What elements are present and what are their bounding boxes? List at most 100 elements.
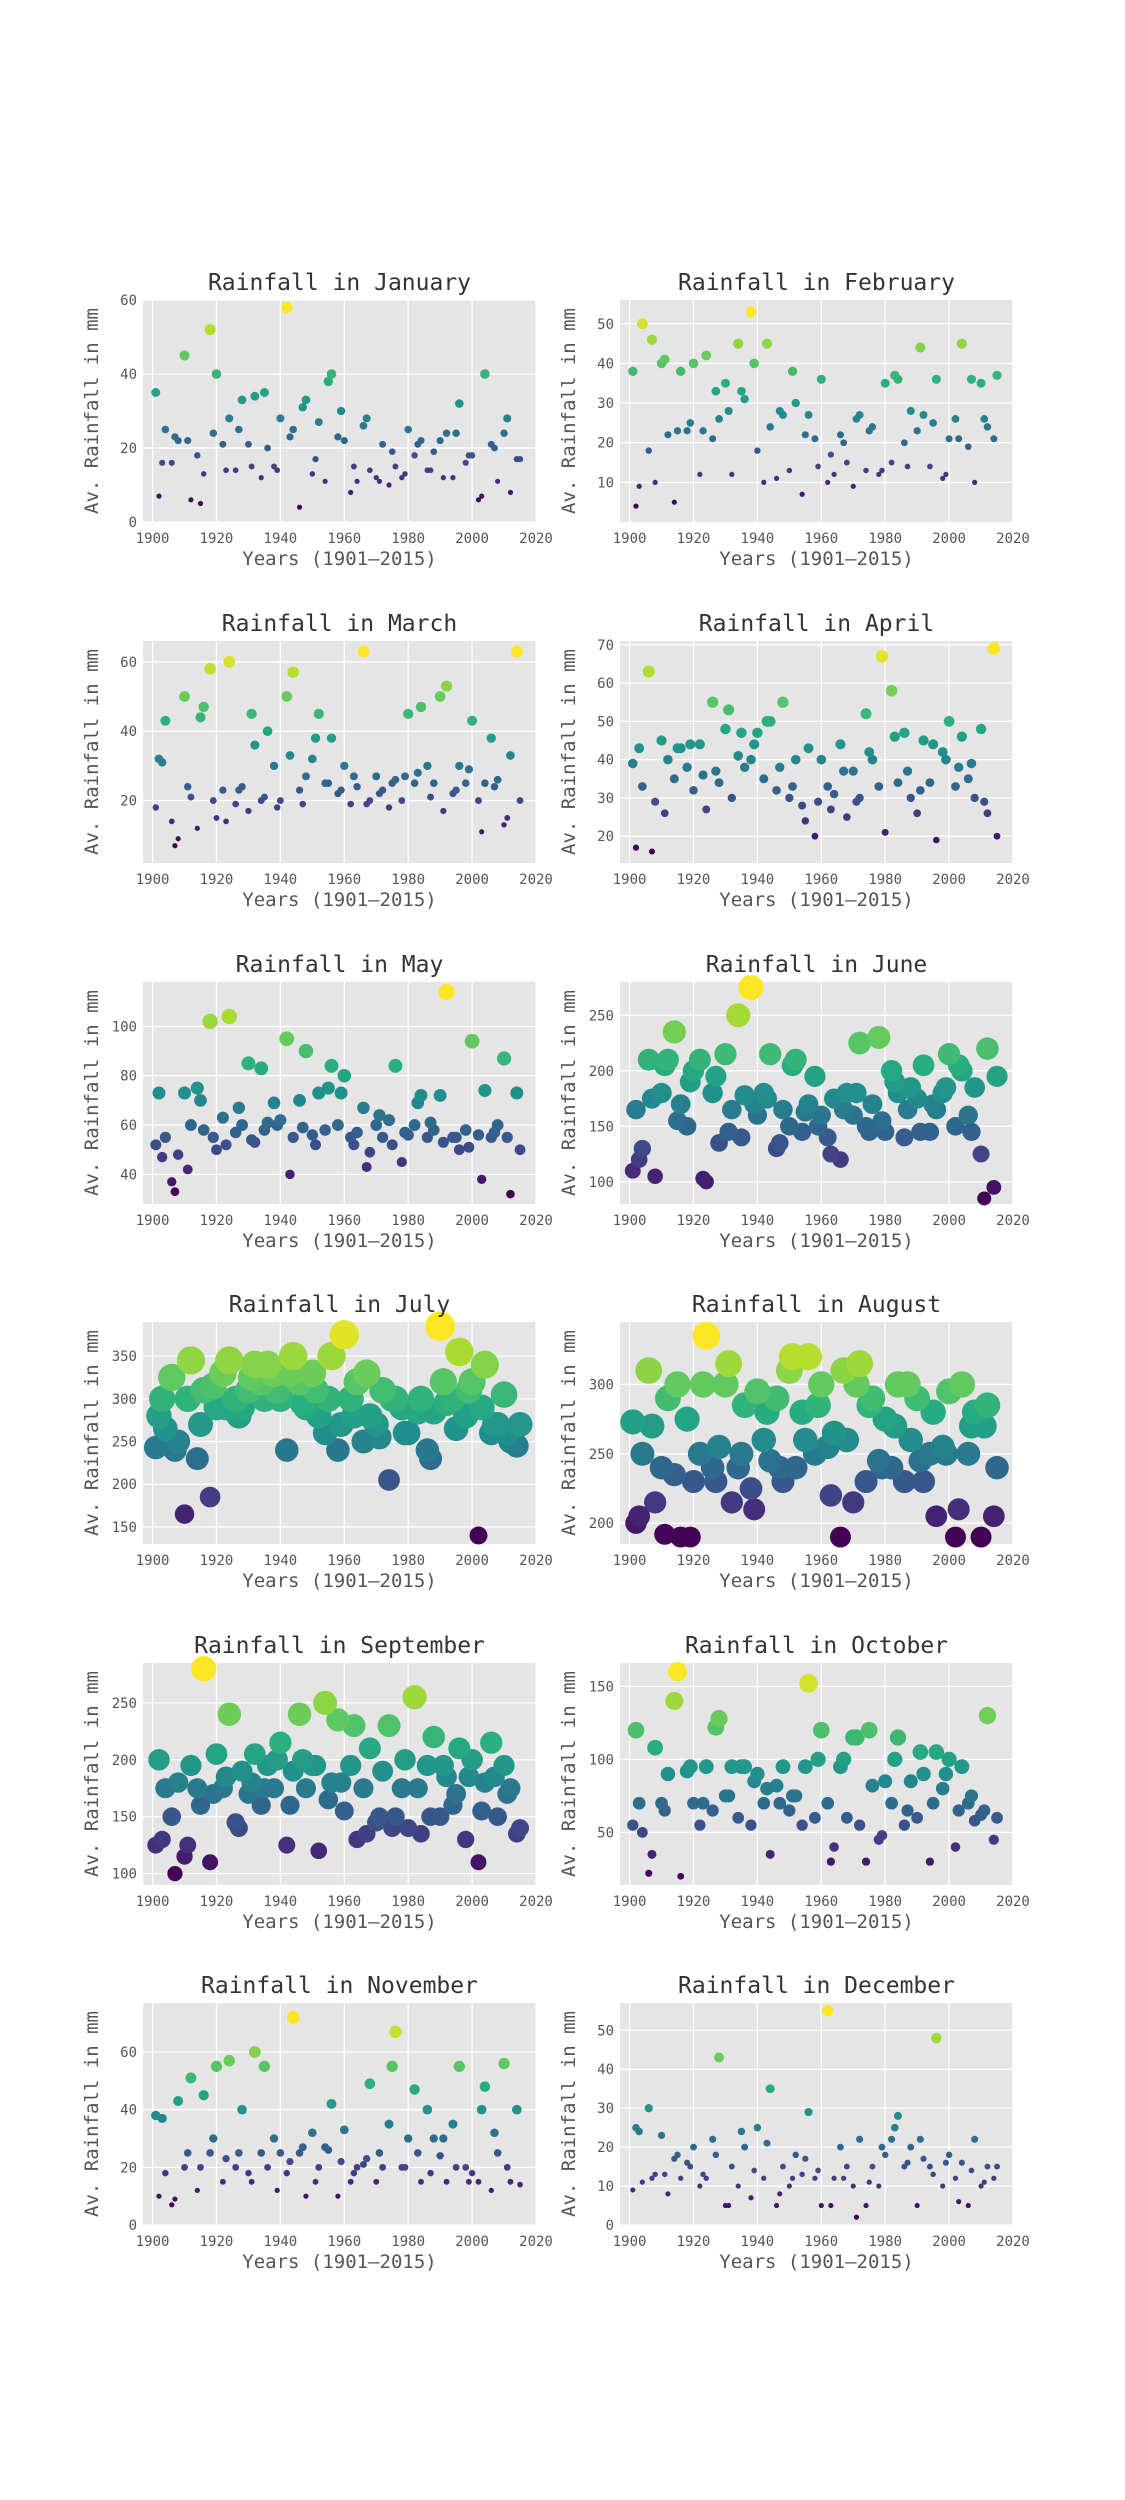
- y-tick-label: 100: [589, 1752, 614, 1768]
- data-point: [470, 1350, 499, 1379]
- data-point: [837, 2143, 844, 2151]
- x-tick-label: 2020: [519, 531, 553, 547]
- data-point: [350, 2169, 358, 2177]
- data-point: [168, 818, 175, 825]
- data-point: [700, 2171, 706, 2178]
- data-point: [701, 350, 712, 361]
- x-axis-label: Years (1901–2015): [242, 1911, 436, 1933]
- data-point: [313, 1690, 338, 1715]
- data-point: [357, 645, 370, 658]
- data-point: [152, 1086, 166, 1100]
- data-point: [977, 1191, 992, 1206]
- data-point: [972, 479, 978, 485]
- data-point: [672, 743, 683, 754]
- data-point: [850, 2183, 856, 2189]
- data-point: [280, 1795, 300, 1815]
- data-point: [935, 1077, 957, 1098]
- data-point: [220, 1139, 232, 1151]
- data-point: [920, 2155, 927, 2162]
- data-point: [893, 778, 903, 788]
- data-point: [194, 2187, 200, 2194]
- data-point: [688, 1048, 711, 1071]
- x-tick-label: 1980: [391, 1894, 425, 1910]
- y-tick-label: 50: [597, 1825, 614, 1841]
- data-point: [453, 2060, 465, 2073]
- data-point: [636, 318, 648, 330]
- data-point: [510, 1086, 524, 1100]
- y-tick-label: 20: [120, 441, 137, 457]
- data-point: [664, 1371, 691, 1398]
- data-point: [490, 782, 499, 791]
- x-tick-label: 2000: [455, 1213, 489, 1229]
- data-point: [931, 374, 941, 384]
- data-point: [160, 715, 171, 726]
- data-point: [729, 471, 735, 478]
- chart-title: Rainfall in May: [236, 952, 444, 978]
- data-point: [359, 2160, 367, 2168]
- data-point: [647, 1168, 663, 1185]
- x-tick-label: 1960: [327, 2234, 361, 2250]
- data-point: [359, 421, 368, 430]
- x-tick-label: 1980: [391, 872, 425, 888]
- data-point: [423, 761, 432, 771]
- x-tick-label: 1980: [868, 1213, 902, 1229]
- data-point: [626, 1099, 646, 1120]
- data-point: [392, 463, 399, 470]
- data-point: [879, 467, 885, 474]
- data-point: [980, 415, 989, 423]
- data-point: [889, 1729, 907, 1746]
- x-axis-label: Years (1901–2015): [719, 889, 913, 911]
- data-point: [822, 1145, 840, 1163]
- y-tick-label: 40: [597, 356, 614, 372]
- data-point: [737, 2127, 746, 2136]
- chart-title: Rainfall in December: [678, 1973, 955, 1999]
- data-point: [687, 1441, 712, 1466]
- data-point: [281, 301, 293, 314]
- chart-title: Rainfall in July: [229, 1292, 451, 1318]
- data-point: [486, 733, 496, 743]
- subplot-12: 1900 1920 1940 1960 1980 2000 2020 0 10 20 30 40 50 R…: [558, 1973, 1030, 2273]
- data-point: [274, 1114, 287, 1127]
- data-point: [399, 1819, 418, 1838]
- data-point: [751, 2167, 758, 2174]
- data-point: [898, 1819, 910, 1831]
- y-tick-label: 10: [597, 2179, 614, 2195]
- data-point: [369, 1376, 397, 1404]
- data-point: [758, 1448, 783, 1473]
- x-tick-label: 2000: [932, 1553, 966, 1569]
- data-point: [856, 1117, 876, 1136]
- y-tick-label: 80: [120, 1069, 137, 1085]
- data-point: [668, 1111, 687, 1131]
- data-point: [434, 691, 446, 702]
- data-point: [507, 2178, 514, 2185]
- data-point: [402, 471, 408, 477]
- data-point: [421, 1807, 440, 1826]
- y-tick-label: 0: [129, 515, 137, 531]
- data-point: [940, 2183, 946, 2189]
- data-point: [286, 2158, 294, 2166]
- data-point: [424, 1116, 437, 1129]
- data-point: [875, 650, 889, 663]
- plot-background: [620, 300, 1013, 522]
- data-point: [935, 1781, 950, 1796]
- data-point: [455, 399, 464, 408]
- data-point: [963, 774, 973, 784]
- data-point: [965, 2202, 971, 2209]
- data-point: [674, 2151, 681, 2159]
- data-point: [493, 1754, 515, 1777]
- data-point: [699, 427, 707, 435]
- data-point: [478, 1084, 492, 1098]
- data-point: [865, 1778, 880, 1793]
- data-point: [162, 1807, 182, 1826]
- data-point: [354, 478, 360, 484]
- data-point: [243, 1743, 266, 1765]
- data-point: [835, 739, 846, 750]
- data-point: [966, 374, 977, 384]
- data-point: [694, 739, 705, 750]
- data-point: [885, 1796, 898, 1810]
- data-point: [777, 696, 789, 708]
- y-axis-label: Av. Rainfall in mm: [81, 649, 103, 855]
- data-point: [633, 503, 639, 509]
- x-tick-label: 2020: [996, 1213, 1030, 1229]
- data-point: [801, 431, 809, 439]
